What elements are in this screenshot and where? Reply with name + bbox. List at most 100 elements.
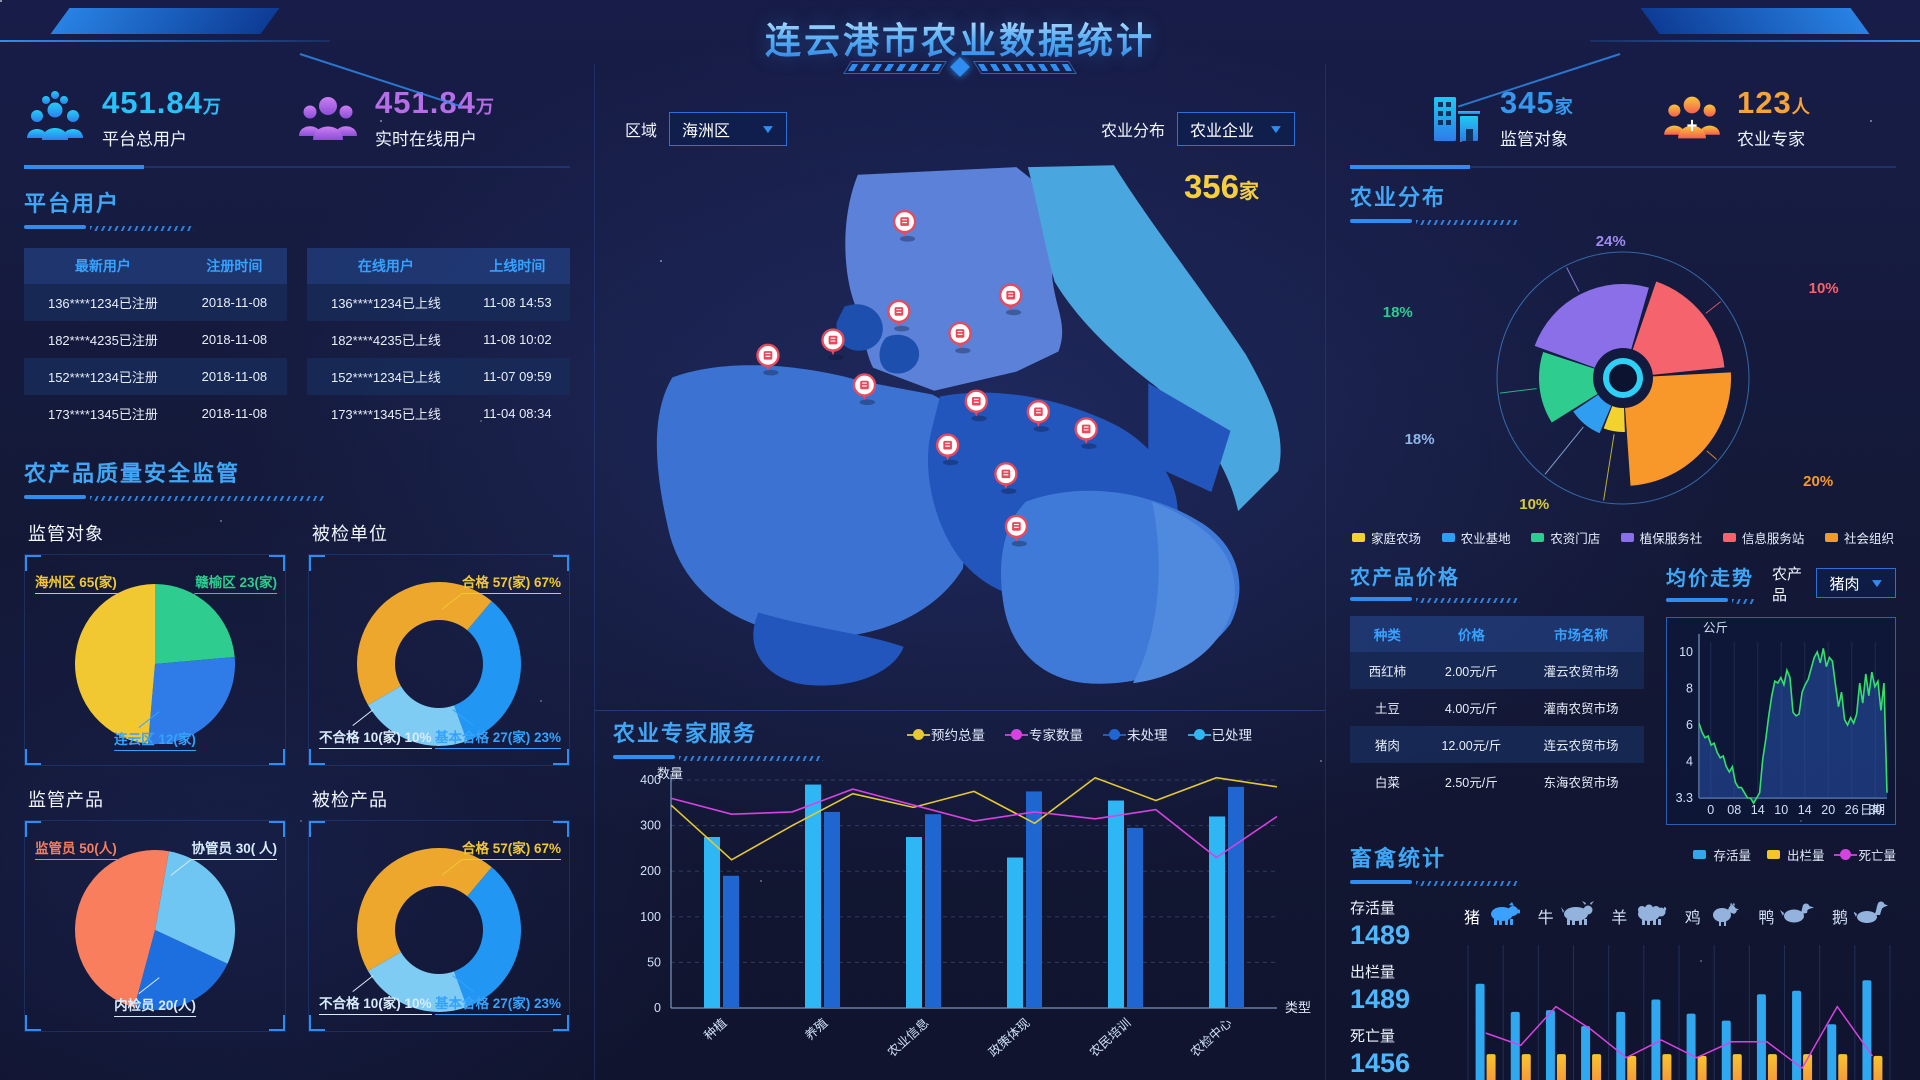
bookmark-icon[interactable] xyxy=(998,283,1023,316)
header-accent-left xyxy=(50,8,280,34)
pie-card-supervise-products: 监管产品 监管员 50(人) 协管员 30( 人) 内检员 20(人) xyxy=(24,780,286,1032)
svg-text:14: 14 xyxy=(1798,803,1812,817)
table-row: 182****4235已注册 2018-11-08 xyxy=(24,321,287,358)
death-value: 1456 xyxy=(1350,1048,1411,1078)
animal-tab-cow[interactable]: 牛 xyxy=(1537,900,1596,932)
pie-slice-label: 协管员 30( 人) xyxy=(191,837,277,860)
office-icon[interactable] xyxy=(994,462,1018,494)
pie-slice-label: 合格 57(家) 67% xyxy=(461,571,561,594)
svg-text:农业信息: 农业信息 xyxy=(884,1015,931,1060)
col-header: 上线时间 xyxy=(489,258,546,274)
region-map[interactable] xyxy=(617,148,1305,708)
animal-label: 猪 xyxy=(1464,910,1481,927)
flag-icon[interactable] xyxy=(1074,417,1098,450)
section-title-livestock: 畜禽统计 xyxy=(1350,846,1447,871)
cell: 灌南农贸市场 xyxy=(1543,702,1619,716)
cell: 173****1345已上线 xyxy=(330,407,441,422)
duck-icon xyxy=(1780,903,1815,922)
bank-icon[interactable] xyxy=(935,433,960,466)
legend-item[interactable]: 存活量 xyxy=(1693,845,1751,864)
animal-tab-pig[interactable]: 猪 xyxy=(1464,901,1522,932)
region-select[interactable]: 海洲区 ▼ xyxy=(669,112,788,146)
svg-text:200: 200 xyxy=(640,864,661,878)
header-emblem xyxy=(842,57,1078,77)
building-grid-icon[interactable] xyxy=(892,209,917,242)
pie-card-checked-units: 被检单位 合格 57(家) 67% 不合格 10(家) 10% 基本合格 27(家)… xyxy=(308,514,570,766)
online-users-icon xyxy=(299,97,357,140)
col-header: 种类 xyxy=(1373,628,1401,643)
photo-icon[interactable] xyxy=(1026,400,1051,432)
table-row: 152****1234已上线 11-07 09:59 xyxy=(307,358,570,395)
database-icon[interactable] xyxy=(887,299,911,332)
globe-icon[interactable] xyxy=(756,343,780,376)
cell: 连云农贸市场 xyxy=(1543,739,1619,753)
animal-tab-sheep[interactable]: 羊 xyxy=(1611,901,1669,932)
trend-title-block: 均价走势 xyxy=(1666,562,1756,605)
animal-tab-duck[interactable]: 鸭 xyxy=(1758,901,1816,932)
cell: 11-08 10:02 xyxy=(483,332,552,347)
svg-text:农检中心: 农检中心 xyxy=(1187,1015,1235,1060)
animal-label: 鹅 xyxy=(1831,910,1848,927)
divider xyxy=(1350,165,1896,169)
legend-label: 信息服务站 xyxy=(1741,532,1805,546)
cell: 182****4235已注册 xyxy=(47,333,158,348)
right-stat-row: 345家 监管对象 123人 农业专家 xyxy=(1350,70,1896,166)
svg-text:0: 0 xyxy=(1707,803,1714,817)
left-panel: 451.84万 平台总用户 451.84万 实时在线用户 平台用户 xyxy=(0,64,594,1080)
animal-label: 牛 xyxy=(1537,910,1554,927)
table-row: 182****4235已上线 11-08 10:02 xyxy=(307,321,570,358)
distribution-label: 农业分布 xyxy=(1100,123,1165,140)
legend-item[interactable]: 农业基地 xyxy=(1441,528,1511,547)
legend-label: 存活量 xyxy=(1713,849,1751,863)
legend-marker-icon xyxy=(1352,533,1365,542)
title-underline xyxy=(24,495,324,502)
legend-item[interactable]: 未处理 xyxy=(1103,724,1168,744)
legend-item[interactable]: 死亡量 xyxy=(1834,845,1896,864)
legend-item[interactable]: 预约总量 xyxy=(907,724,985,744)
legend-marker-icon xyxy=(907,728,930,740)
svg-text:数量: 数量 xyxy=(657,766,683,781)
legend-item[interactable]: 家庭农场 xyxy=(1352,528,1421,547)
col-header: 市场名称 xyxy=(1554,628,1608,643)
table-row: 土豆 4.00元/斤 灌南农贸市场 xyxy=(1350,689,1644,726)
table-row: 西红柿 2.00元/斤 灌云农贸市场 xyxy=(1350,652,1644,689)
price-section: 农产品价格 种类 价格 市场名称 西红柿 2.00元/斤 灌云农贸市场 土豆 4.00… xyxy=(1350,561,1644,825)
cell: 西红柿 xyxy=(1368,665,1407,679)
cell: 4.00元/斤 xyxy=(1444,702,1498,716)
legend-label: 专家数量 xyxy=(1029,728,1083,743)
legend-marker-icon xyxy=(1824,533,1838,542)
rose-percent-label: 10% xyxy=(1808,280,1839,298)
legend-item[interactable]: 出栏量 xyxy=(1766,845,1824,864)
legend-item[interactable]: 信息服务站 xyxy=(1722,528,1805,547)
home-icon[interactable] xyxy=(821,328,845,361)
trend-product-select[interactable]: 猪肉 ▼ xyxy=(1816,568,1896,598)
animal-tabs: 猪 牛 羊鸡鸭鹅 xyxy=(1458,897,1896,935)
region-label: 区域 xyxy=(625,123,658,140)
animal-tab-goose[interactable]: 鹅 xyxy=(1832,901,1890,932)
factory-icon[interactable] xyxy=(948,321,972,354)
svg-text:50: 50 xyxy=(647,955,661,969)
legend-item[interactable]: 农资门店 xyxy=(1531,528,1600,547)
cow-icon xyxy=(1560,900,1594,925)
rose-percent-label: 10% xyxy=(1519,496,1550,514)
online-users-label: 实时在线用户 xyxy=(375,129,477,149)
distribution-select[interactable]: 农业企业 ▼ xyxy=(1177,112,1295,146)
wave-icon[interactable] xyxy=(1004,514,1029,547)
legend-item[interactable]: 已处理 xyxy=(1187,724,1252,744)
svg-text:100: 100 xyxy=(640,910,661,924)
pie-slice-label: 合格 57(家) 67% xyxy=(461,837,561,860)
person-icon[interactable] xyxy=(852,373,877,406)
section-title-distribution: 农业分布 xyxy=(1350,185,1447,210)
legend-item[interactable]: 社会组织 xyxy=(1824,528,1894,547)
header-accent-right xyxy=(1640,8,1870,34)
animal-tab-chicken[interactable]: 鸡 xyxy=(1685,901,1743,932)
trend-product-label: 农产品 xyxy=(1772,566,1803,604)
online-users-unit: 万 xyxy=(475,97,495,118)
location-icon[interactable] xyxy=(964,389,988,422)
enterprise-count-value: 356 xyxy=(1183,168,1239,205)
legend-item[interactable]: 专家数量 xyxy=(1005,724,1083,744)
table-header-row: 在线用户 上线时间 xyxy=(307,248,570,284)
table-row: 173****1345已上线 11-04 08:34 xyxy=(307,395,570,432)
legend-item[interactable]: 植保服务社 xyxy=(1620,528,1702,547)
rose-percent-label: 24% xyxy=(1595,232,1626,250)
